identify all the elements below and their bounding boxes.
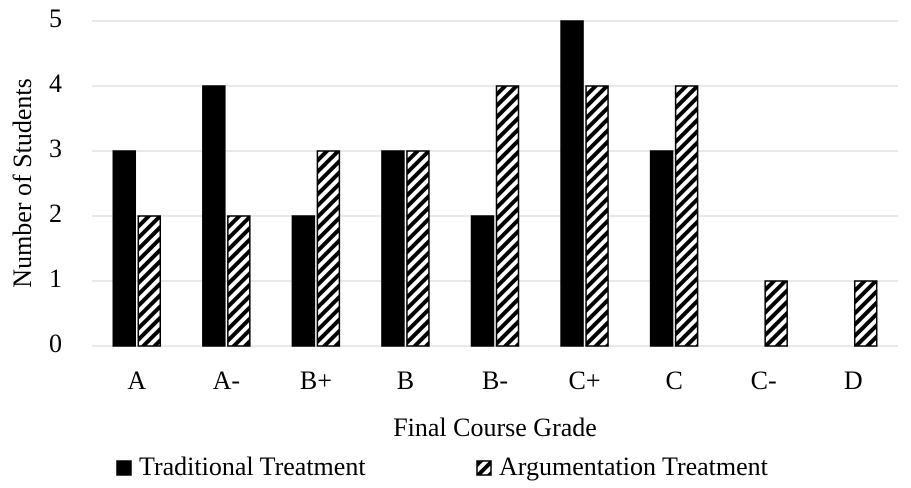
bar xyxy=(585,85,609,347)
x-tick-label: C- xyxy=(751,366,777,395)
bar xyxy=(764,280,788,347)
y-tick-label: 4 xyxy=(49,69,62,98)
bar xyxy=(316,150,341,347)
bar xyxy=(291,215,316,347)
bar xyxy=(112,150,137,347)
x-tick-label: B- xyxy=(482,366,508,395)
legend-swatch xyxy=(116,460,132,476)
x-tick-label: D xyxy=(844,366,863,395)
y-tick-label: 2 xyxy=(49,199,62,228)
x-tick-label: C xyxy=(665,366,682,395)
legend-label: Traditional Treatment xyxy=(139,452,366,481)
bar xyxy=(137,215,162,347)
bar xyxy=(853,280,878,347)
bar xyxy=(202,85,226,347)
x-tick-label: A- xyxy=(213,366,240,395)
bar xyxy=(495,85,520,347)
bar xyxy=(381,150,405,347)
bar xyxy=(674,85,699,347)
bar xyxy=(470,215,495,347)
legend-swatch xyxy=(476,460,492,476)
y-tick-label: 1 xyxy=(49,264,62,293)
y-tick-label: 0 xyxy=(49,329,62,358)
y-axis-label: Number of Students xyxy=(8,78,37,287)
y-tick-label: 3 xyxy=(49,134,62,163)
y-tick-label: 5 xyxy=(49,4,62,33)
bar xyxy=(406,150,430,347)
x-axis-label: Final Course Grade xyxy=(393,413,597,442)
bar xyxy=(649,150,674,347)
x-tick-label: B+ xyxy=(300,366,332,395)
x-tick-label: A xyxy=(127,366,146,395)
x-tick-label: C+ xyxy=(569,366,601,395)
bar xyxy=(227,215,251,347)
bar xyxy=(560,20,584,347)
x-tick-label: B xyxy=(397,366,414,395)
legend-label: Argumentation Treatment xyxy=(499,452,769,481)
